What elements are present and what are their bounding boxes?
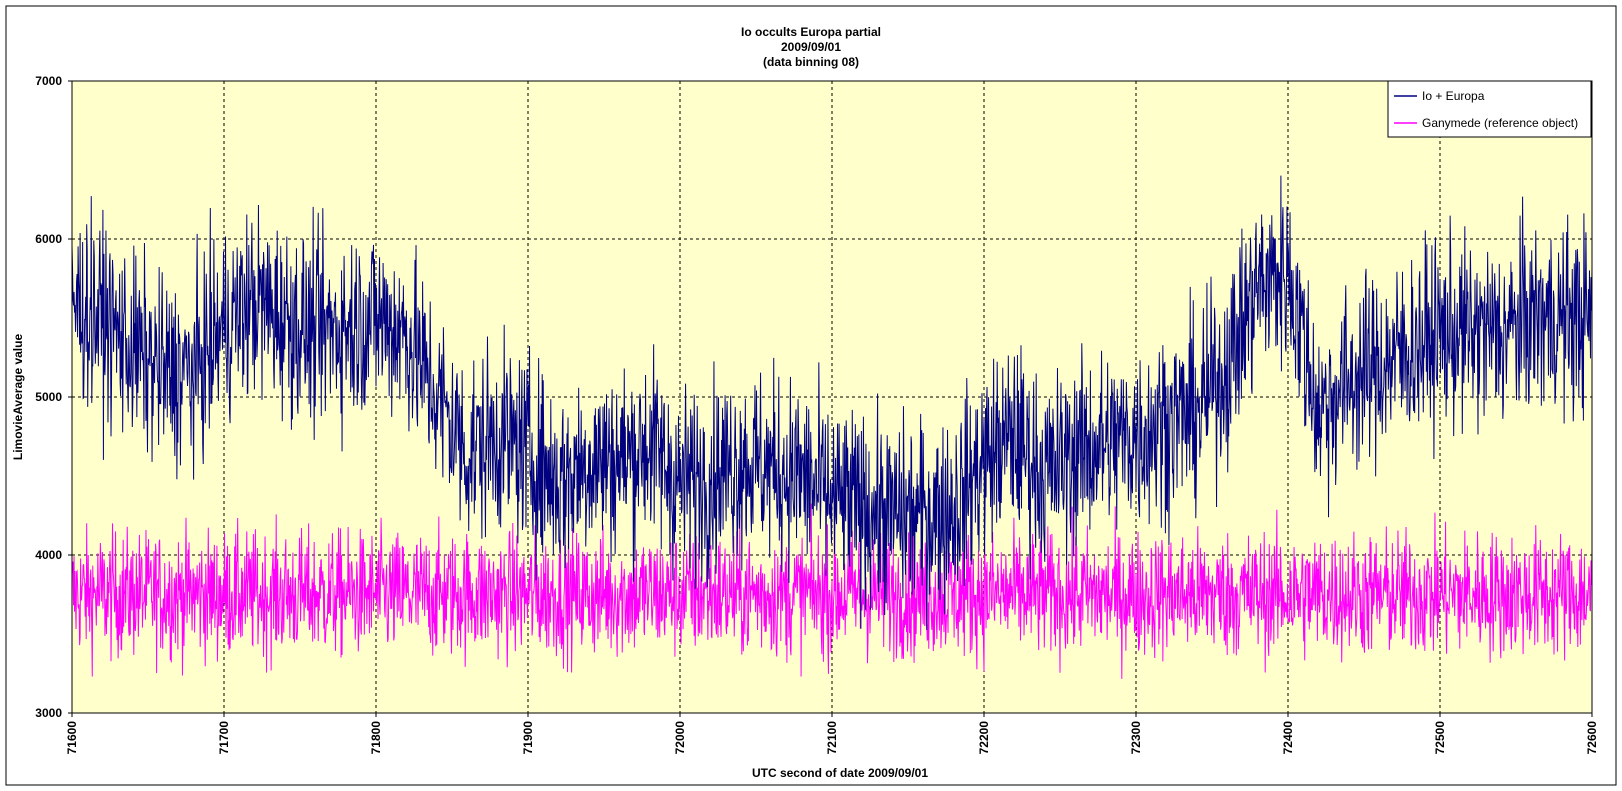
x-tick-label: 71700	[217, 721, 231, 755]
legend: Io + Europa Ganymede (reference object)	[1387, 80, 1592, 138]
x-tick-label: 72500	[1433, 721, 1447, 755]
series-line-io-europa	[72, 175, 1592, 631]
x-axis-label: UTC second of date 2009/09/01	[752, 766, 928, 780]
y-tick-label: 7000	[35, 74, 62, 88]
x-tick-label: 72300	[1129, 721, 1143, 755]
y-tick-label: 4000	[35, 548, 62, 562]
x-tick-label: 71600	[65, 721, 79, 755]
x-tick-label: 71800	[369, 721, 383, 755]
x-tick-label: 72600	[1585, 721, 1599, 755]
y-tick-label: 3000	[35, 706, 62, 720]
x-tick-label: 72200	[977, 721, 991, 755]
legend-box	[1387, 80, 1592, 138]
legend-label-ganymede: Ganymede (reference object)	[1422, 116, 1578, 130]
series-line-ganymede	[72, 503, 1592, 679]
x-tick-label: 72400	[1281, 721, 1295, 755]
legend-label-io-europa: Io + Europa	[1422, 89, 1485, 103]
series-layer	[72, 175, 1592, 679]
y-axis-label: LimovieAverage value	[11, 334, 25, 461]
chart-title-line-3: (data binning 08)	[763, 55, 859, 69]
x-tick-label: 71900	[521, 721, 535, 755]
x-tick-label: 72100	[825, 721, 839, 755]
y-axis: 3000 4000 5000 6000 7000	[35, 74, 72, 720]
y-tick-label: 6000	[35, 232, 62, 246]
y-tick-label: 5000	[35, 390, 62, 404]
x-tick-label: 72000	[673, 721, 687, 755]
chart-title-line-2: 2009/09/01	[781, 40, 841, 54]
chart-title-line-1: Io occults Europa partial	[741, 25, 881, 39]
x-axis: 71600 71700 71800 71900 72000 72100 72200 72300…	[65, 713, 1599, 754]
